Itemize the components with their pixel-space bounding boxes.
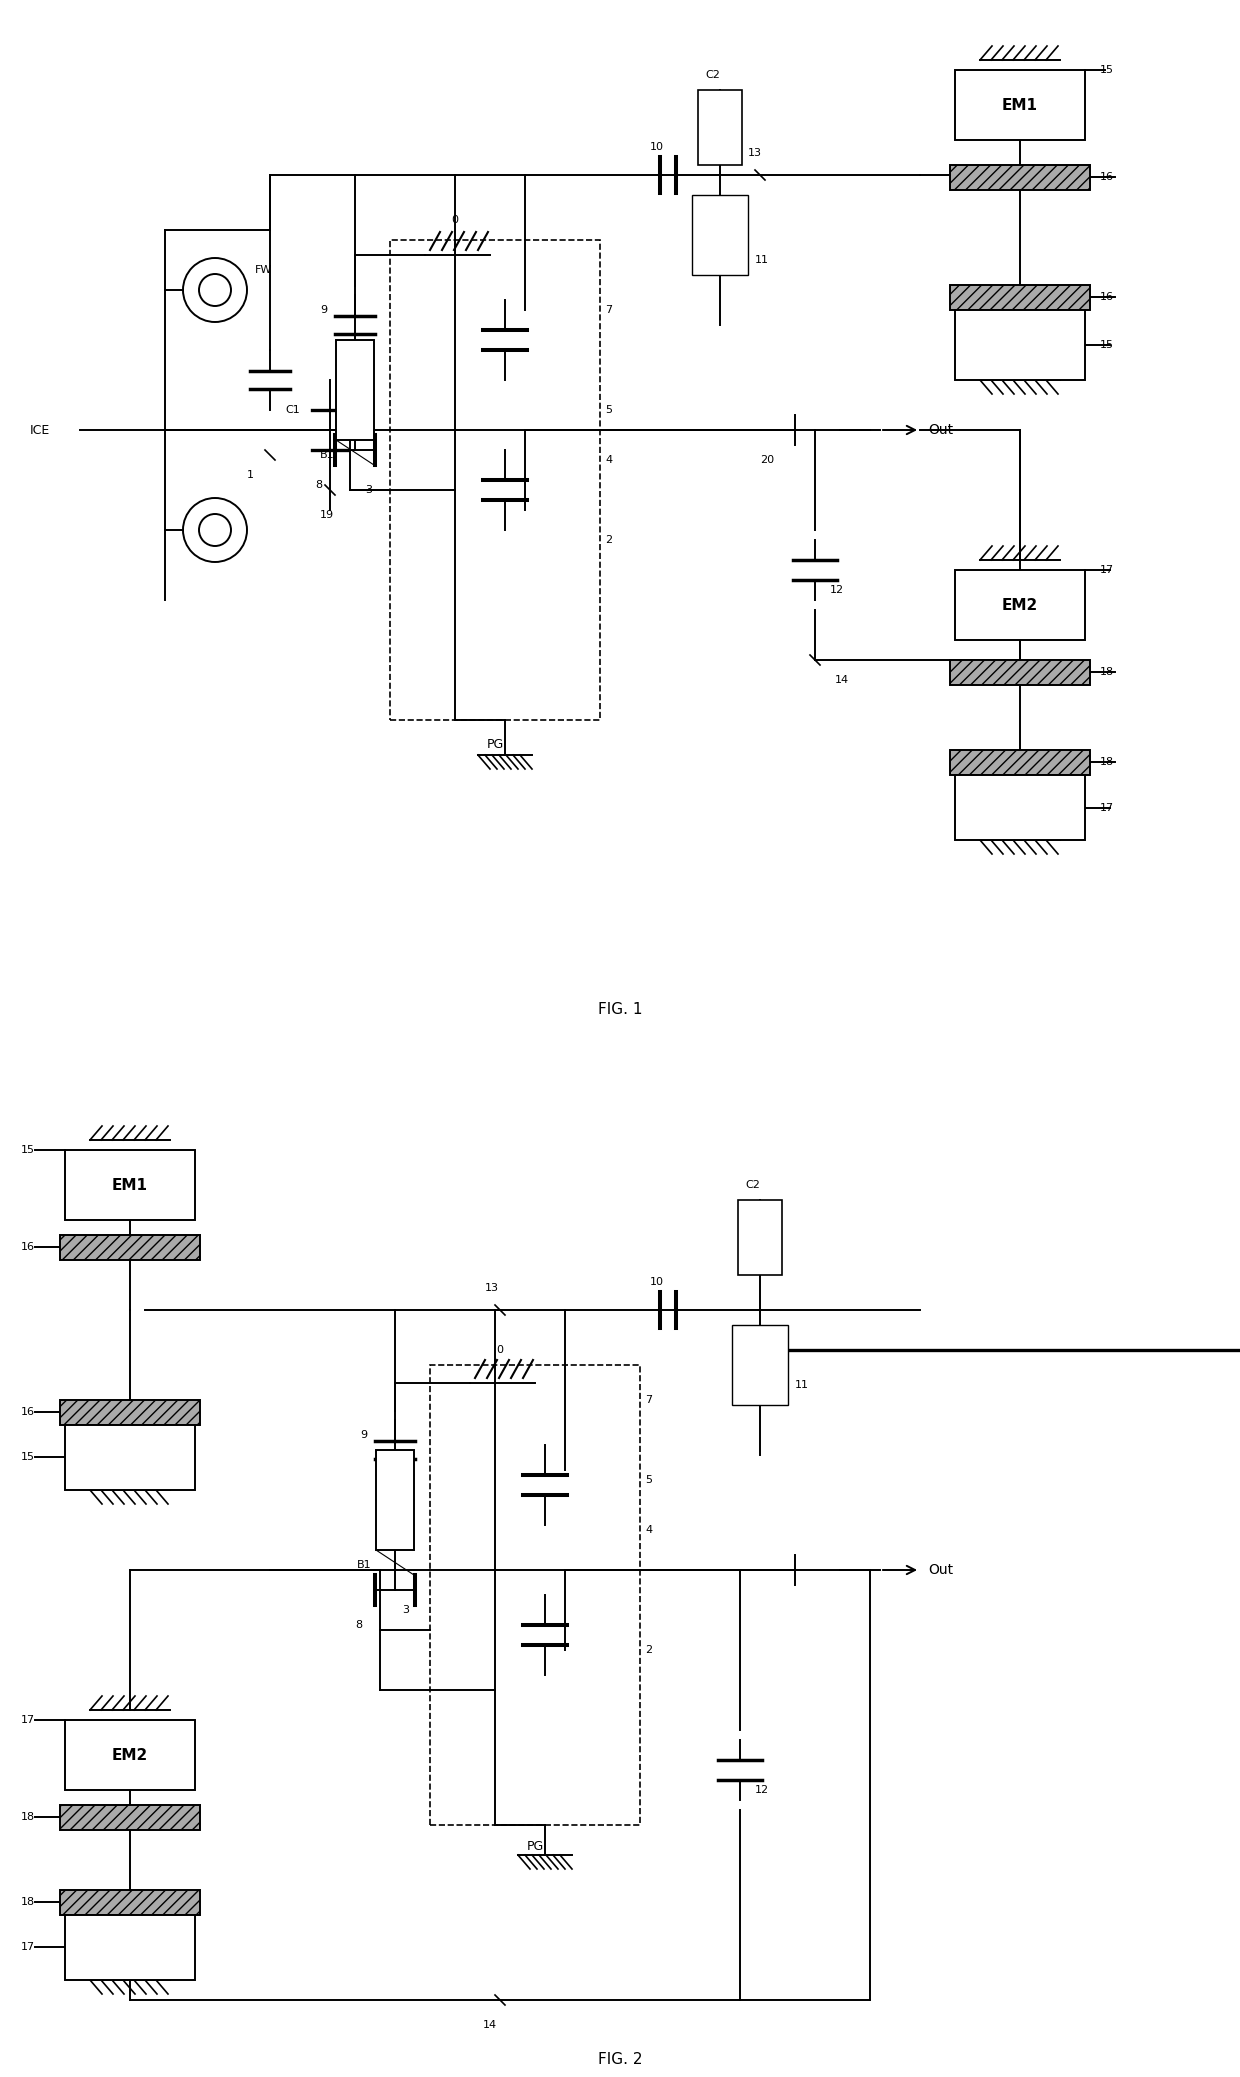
Bar	[692, 195, 748, 274]
Text: B1: B1	[357, 1560, 372, 1570]
Text: 15: 15	[1100, 64, 1114, 75]
Text: 6: 6	[360, 409, 367, 420]
Bar	[60, 1805, 200, 1830]
Text: C2: C2	[745, 1180, 760, 1190]
Text: 2: 2	[645, 1645, 652, 1655]
Text: 12: 12	[755, 1784, 769, 1795]
Bar	[955, 569, 1085, 640]
Bar	[64, 1425, 195, 1489]
Text: 18: 18	[21, 1896, 35, 1907]
Text: EM1: EM1	[1002, 98, 1038, 112]
Bar	[336, 341, 374, 440]
Text: FIG. 2: FIG. 2	[598, 2052, 642, 2067]
Text: 6: 6	[398, 1485, 405, 1495]
Text: 8: 8	[315, 480, 322, 490]
Bar	[64, 1915, 195, 1979]
Bar	[64, 1151, 195, 1219]
Bar	[955, 71, 1085, 139]
Text: EM1: EM1	[112, 1178, 148, 1192]
Text: PG: PG	[526, 1840, 543, 1853]
Text: 5: 5	[605, 405, 613, 415]
Bar	[376, 1450, 414, 1549]
Text: 15: 15	[21, 1452, 35, 1462]
Text: C2: C2	[706, 71, 720, 81]
Text: 18: 18	[21, 1811, 35, 1822]
Text: 18: 18	[1100, 667, 1114, 677]
Text: 19: 19	[320, 511, 334, 519]
Text: 0: 0	[496, 1346, 503, 1354]
Text: 8: 8	[355, 1620, 362, 1630]
Text: 9: 9	[320, 305, 327, 316]
Text: 9: 9	[360, 1429, 367, 1439]
Text: 7: 7	[605, 305, 613, 316]
Text: 15: 15	[21, 1144, 35, 1155]
Text: 4: 4	[605, 455, 613, 465]
Text: B1: B1	[320, 451, 335, 459]
Text: 3: 3	[365, 486, 372, 494]
Text: 17: 17	[21, 1942, 35, 1952]
Bar	[738, 1201, 782, 1275]
Text: FIG. 1: FIG. 1	[598, 1003, 642, 1018]
Bar	[698, 89, 742, 164]
Text: 18: 18	[1100, 756, 1114, 766]
Bar	[60, 1236, 200, 1261]
Bar	[430, 1365, 640, 1826]
Text: FW: FW	[255, 266, 273, 274]
Text: 16: 16	[1100, 172, 1114, 183]
Bar	[950, 660, 1090, 685]
Text: 4: 4	[645, 1525, 652, 1535]
Text: 13: 13	[485, 1284, 498, 1294]
Bar	[950, 750, 1090, 775]
Text: 16: 16	[21, 1242, 35, 1252]
Text: 3: 3	[402, 1606, 409, 1616]
Bar	[950, 285, 1090, 309]
Text: ICE: ICE	[30, 424, 51, 436]
Text: Out: Out	[928, 1564, 954, 1576]
Text: 7: 7	[645, 1396, 652, 1404]
Text: 1: 1	[247, 469, 253, 480]
Text: C1: C1	[285, 405, 300, 415]
Text: 17: 17	[21, 1716, 35, 1726]
Text: 16: 16	[1100, 293, 1114, 301]
Text: 12: 12	[830, 586, 844, 594]
Text: 14: 14	[835, 675, 849, 685]
Text: 10: 10	[650, 1277, 663, 1288]
Text: EM2: EM2	[112, 1747, 148, 1763]
Bar	[950, 164, 1090, 189]
Text: Out: Out	[928, 424, 954, 436]
Text: 11: 11	[755, 255, 769, 266]
Text: EM2: EM2	[1002, 598, 1038, 613]
Text: 17: 17	[1100, 804, 1114, 812]
Text: 11: 11	[795, 1379, 808, 1390]
Text: PG: PG	[486, 739, 503, 752]
Bar	[391, 241, 600, 721]
Text: 14: 14	[482, 2021, 497, 2029]
Text: 0: 0	[451, 216, 459, 224]
Text: 13: 13	[748, 147, 763, 158]
Text: 10: 10	[650, 141, 663, 152]
Bar	[732, 1325, 787, 1404]
Text: 2: 2	[605, 536, 613, 544]
Bar	[64, 1720, 195, 1790]
Text: 5: 5	[645, 1475, 652, 1485]
Text: 15: 15	[1100, 341, 1114, 351]
Bar	[60, 1400, 200, 1425]
Text: 17: 17	[1100, 565, 1114, 575]
Bar	[60, 1890, 200, 1915]
Bar	[955, 775, 1085, 839]
Text: 20: 20	[760, 455, 774, 465]
Bar	[955, 309, 1085, 380]
Text: 16: 16	[21, 1406, 35, 1417]
